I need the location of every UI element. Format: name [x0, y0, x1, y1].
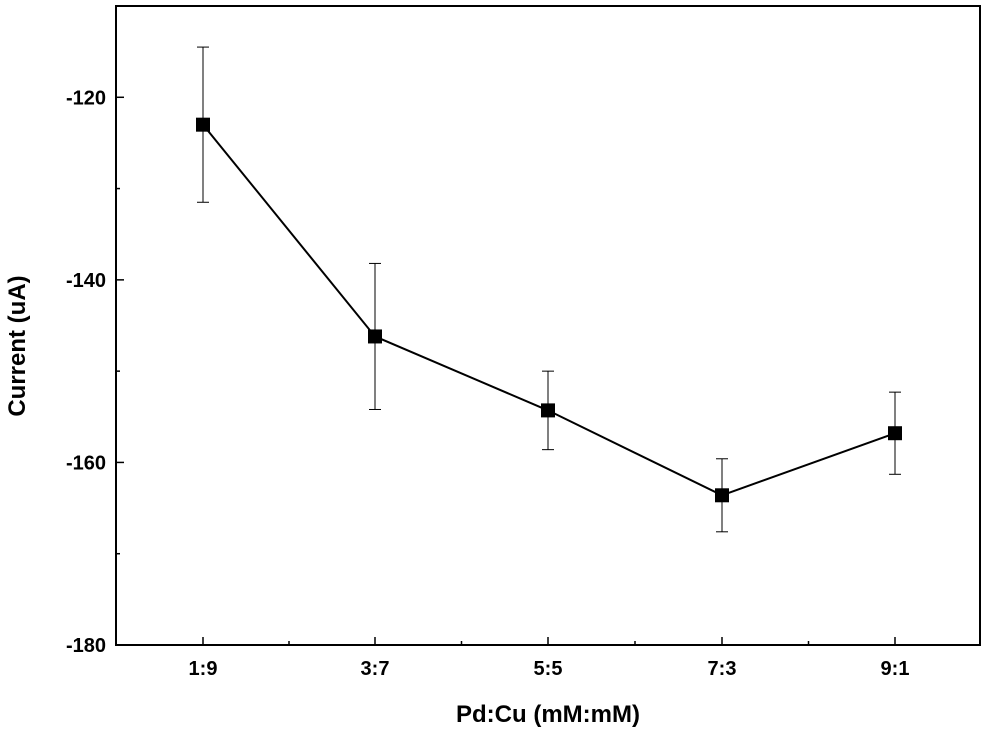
data-point: [541, 403, 555, 418]
y-tick-label: -120: [66, 87, 106, 109]
x-tick-label: 9:1: [881, 658, 910, 680]
plot-frame: [115, 5, 981, 646]
series-line: [202, 124, 896, 497]
x-tick-label: 7:3: [708, 658, 737, 680]
data-point: [888, 426, 902, 441]
x-tick-label: 3:7: [361, 658, 390, 680]
series-layer: [196, 46, 902, 533]
tick-labels: -180 -160 -140 -120 1:9 3:7 5:5 7:3 9:1: [66, 87, 909, 680]
y-tick-label: -160: [66, 452, 106, 474]
y-axis-title: Current (uA): [4, 275, 31, 416]
y-tick-label: -180: [66, 635, 106, 657]
y-tick-label: -140: [66, 270, 106, 292]
x-tick-label: 1:9: [189, 658, 218, 680]
data-point: [368, 329, 382, 344]
data-point: [196, 117, 210, 132]
x-tick-label: 5:5: [534, 658, 563, 680]
x-axis-title: Pd:Cu (mM:mM): [456, 701, 640, 728]
axis-ticks: [116, 5, 896, 646]
data-point: [715, 488, 729, 503]
